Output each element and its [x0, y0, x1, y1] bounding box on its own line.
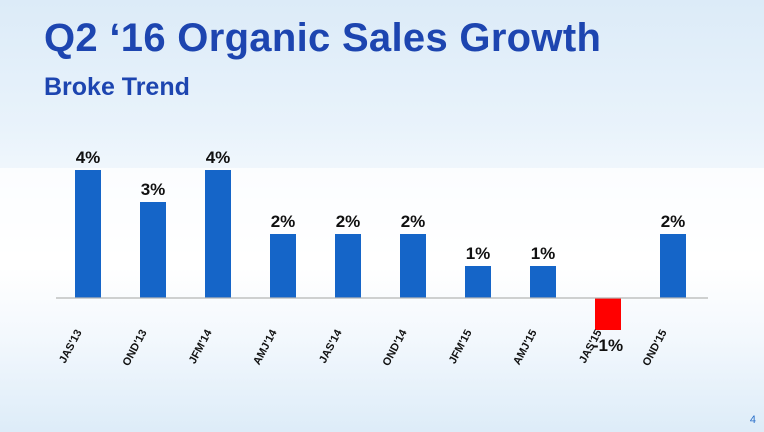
- bar: [465, 266, 491, 298]
- x-tick-label: JFM'15: [447, 328, 475, 366]
- x-tick-label: OND'13: [121, 328, 150, 368]
- data-label: 2%: [401, 212, 426, 231]
- x-tick-label: JFM'14: [187, 327, 215, 366]
- x-tick-label: JAS'13: [57, 328, 85, 366]
- data-label: 1%: [531, 244, 556, 263]
- data-label: 2%: [271, 212, 296, 231]
- data-label: 4%: [206, 148, 231, 167]
- data-label: -1%: [593, 336, 623, 355]
- data-label: 4%: [76, 148, 101, 167]
- bar: [660, 234, 686, 298]
- data-label: 3%: [141, 180, 166, 199]
- x-tick-label: AMJ'15: [511, 328, 539, 367]
- x-tick-label: OND'15: [641, 328, 670, 368]
- data-label: 2%: [336, 212, 361, 231]
- bar: [270, 234, 296, 298]
- page-number: 4: [749, 414, 756, 426]
- bar: [140, 202, 166, 298]
- bar: [400, 234, 426, 298]
- bar: [595, 298, 621, 330]
- slide-subtitle: Broke Trend: [44, 73, 190, 101]
- x-tick-label: JAS'14: [317, 327, 345, 365]
- x-tick-label: OND'14: [381, 327, 410, 368]
- x-tick-label: AMJ'14: [251, 327, 280, 367]
- bar: [335, 234, 361, 298]
- slide-title: Q2 ‘16 Organic Sales Growth: [44, 16, 602, 60]
- bar: [75, 170, 101, 298]
- bar: [530, 266, 556, 298]
- background-band: [0, 168, 764, 266]
- bar: [205, 170, 231, 298]
- data-label: 2%: [661, 212, 686, 231]
- data-label: 1%: [466, 244, 491, 263]
